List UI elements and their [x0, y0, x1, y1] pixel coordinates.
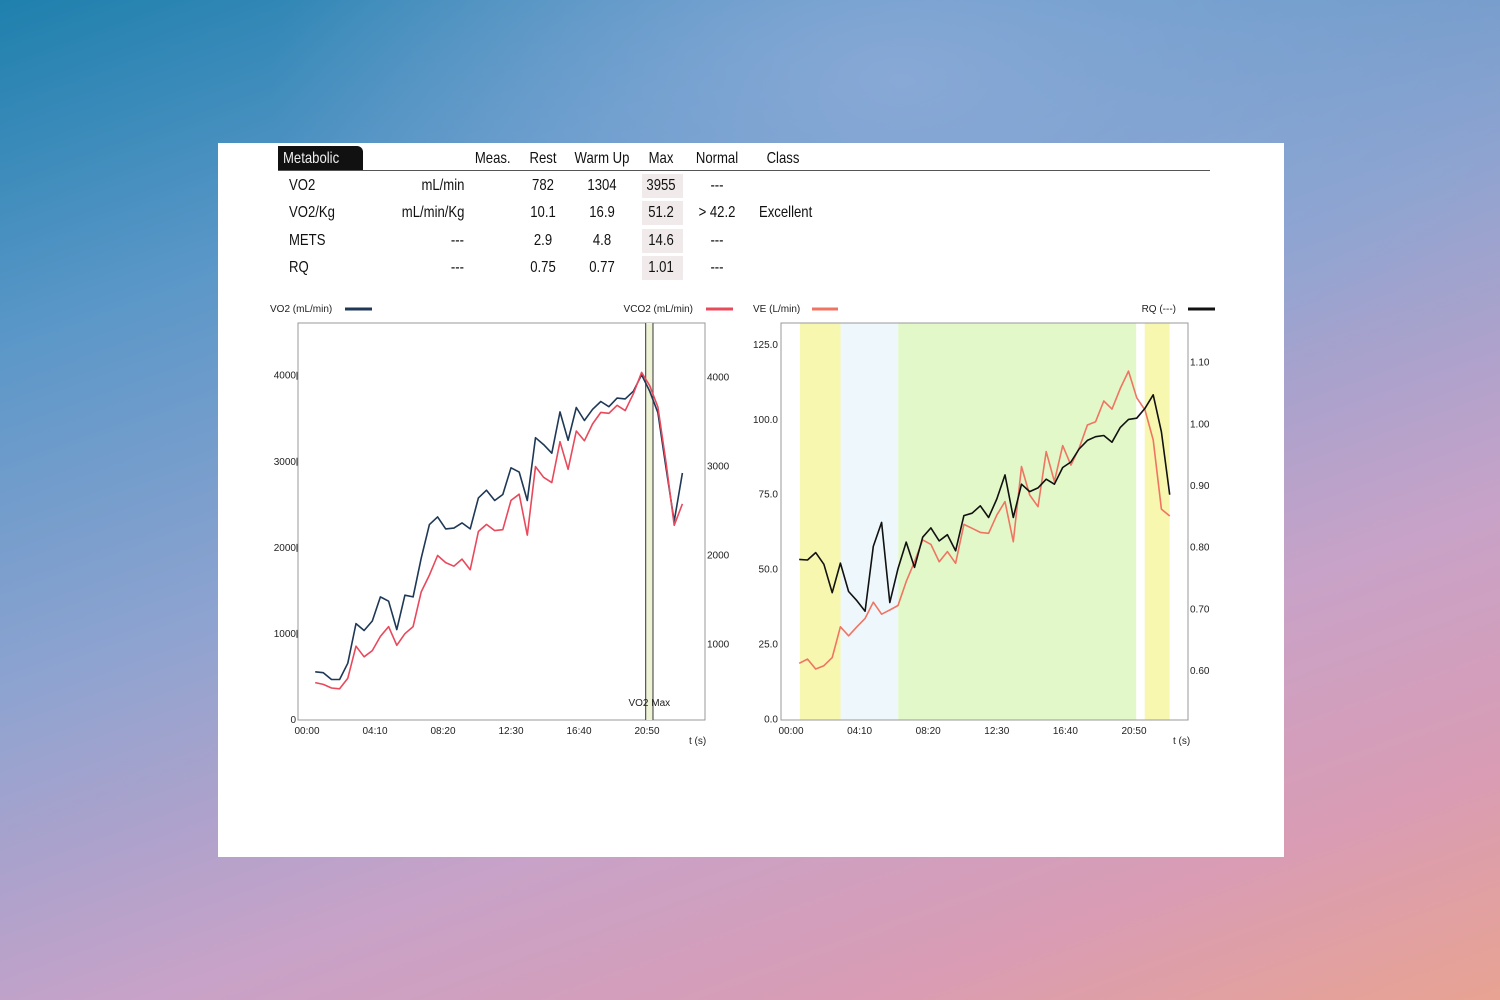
x-tick-label: 20:50 — [1121, 726, 1146, 737]
cell-normal: --- — [710, 232, 724, 249]
row-label: RQ — [289, 259, 309, 276]
y-left-tick-label: 3000 — [274, 457, 297, 468]
zone-band — [1144, 323, 1170, 720]
series-line-primary — [798, 370, 1171, 670]
y-left-tick-label: 50.0 — [759, 565, 779, 576]
series-line-secondary — [315, 371, 684, 690]
header-max: Max — [648, 150, 674, 167]
legend-label: VCO2 (mL/min) — [624, 304, 693, 315]
row-unit: mL/min/Kg — [401, 204, 464, 221]
legend-label: VE (L/min) — [753, 304, 800, 315]
y-right-tick-label: 0.60 — [1190, 666, 1210, 677]
cell-rest: 0.75 — [530, 259, 556, 276]
y-left-tick-label: 0.0 — [764, 714, 778, 725]
y-right-tick-label: 0.80 — [1190, 543, 1210, 554]
y-right-tick-label: 3000 — [707, 462, 730, 473]
y-right-tick-label: 1.00 — [1190, 419, 1210, 430]
row-unit: --- — [450, 232, 464, 249]
cell-warm-up: 4.8 — [592, 232, 612, 249]
x-tick-label: 20:50 — [634, 726, 659, 737]
x-tick-label: 08:20 — [916, 726, 941, 737]
header-warm-up: Warm Up — [574, 150, 630, 167]
header-normal: Normal — [695, 150, 739, 167]
cell-rest: 10.1 — [530, 204, 556, 221]
max-highlight — [642, 256, 683, 280]
metabolic-tab-label: Metabolic — [283, 150, 340, 167]
x-tick-label: 04:10 — [847, 726, 872, 737]
cell-rest: 782 — [532, 177, 554, 194]
y-right-tick-label: 0.70 — [1190, 604, 1210, 615]
cell-warm-up: 16.9 — [589, 204, 615, 221]
y-left-tick-label: 2000 — [274, 543, 297, 554]
x-tick-label: 16:40 — [1053, 726, 1078, 737]
x-tick-label: 04:10 — [362, 726, 387, 737]
x-tick-label: 08:20 — [430, 726, 455, 737]
vo2max-label: VO2 Max — [628, 698, 670, 709]
cell-class: Excellent — [759, 204, 813, 221]
y-left-tick-label: 75.0 — [759, 490, 779, 501]
plot-frame — [780, 322, 1189, 721]
vo2-vco2-chart: VO2 Max 00:00 04:10 08:20 12:30 16:40 20:50 t (… — [270, 304, 733, 747]
row-label: VO2/Kg — [289, 204, 335, 221]
row-unit: mL/min — [420, 177, 464, 194]
cell-rest: 2.9 — [533, 232, 553, 249]
max-highlight — [642, 229, 683, 253]
cell-normal: > 42.2 — [698, 204, 736, 221]
y-left-tick-label: 1000 — [274, 629, 297, 640]
cell-warm-up: 1304 — [587, 177, 617, 194]
x-tick-label: 00:00 — [294, 726, 319, 737]
x-tick-label: 16:40 — [566, 726, 591, 737]
row-label: METS — [289, 232, 326, 249]
plot-frame — [297, 322, 706, 721]
header-rest: Rest — [529, 150, 557, 167]
x-tick-label: 00:00 — [778, 726, 803, 737]
header-meas: Meas. — [475, 150, 511, 167]
metabolic-tab — [278, 146, 363, 170]
y-left-tick-label: 100.0 — [753, 415, 778, 426]
x-axis-label: t (s) — [1173, 736, 1190, 747]
row-label: VO2 — [289, 177, 316, 194]
series-line-secondary — [799, 393, 1171, 613]
max-highlight — [642, 174, 683, 198]
y-left-tick-label: 0 — [290, 715, 296, 726]
x-tick-label: 12:30 — [984, 726, 1009, 737]
vo2max-band — [645, 323, 653, 720]
cell-max: 3955 — [646, 177, 676, 194]
y-right-tick-label: 1000 — [707, 639, 730, 650]
cell-normal: --- — [710, 259, 724, 276]
y-right-tick-label: 1.10 — [1190, 358, 1210, 369]
series-line-primary — [315, 373, 684, 681]
header-class: Class — [766, 150, 800, 167]
y-left-tick-label: 25.0 — [759, 639, 779, 650]
row-unit: --- — [450, 259, 464, 276]
zone-band — [840, 323, 899, 720]
header-divider — [278, 170, 1210, 171]
y-right-tick-label: 4000 — [707, 373, 730, 384]
y-left-tick-label: 4000 — [274, 371, 297, 382]
cell-max: 14.6 — [648, 232, 674, 249]
x-axis-label: t (s) — [689, 736, 706, 747]
y-left-tick-label: 125.0 — [753, 340, 778, 351]
legend-label: VO2 (mL/min) — [270, 304, 332, 315]
y-right-tick-label: 0.90 — [1190, 481, 1210, 492]
max-highlight — [642, 201, 683, 225]
x-tick-label: 12:30 — [498, 726, 523, 737]
zone-band — [898, 323, 1137, 720]
legend-label: RQ (---) — [1142, 304, 1176, 315]
cell-normal: --- — [710, 177, 724, 194]
ve-rq-chart: 00:00 04:10 08:20 12:30 16:40 20:50 t (s) 0.0 25… — [753, 304, 1215, 747]
y-right-tick-label: 2000 — [707, 551, 730, 562]
cell-warm-up: 0.77 — [589, 259, 615, 276]
cell-max: 51.2 — [648, 204, 674, 221]
cell-max: 1.01 — [648, 259, 674, 276]
